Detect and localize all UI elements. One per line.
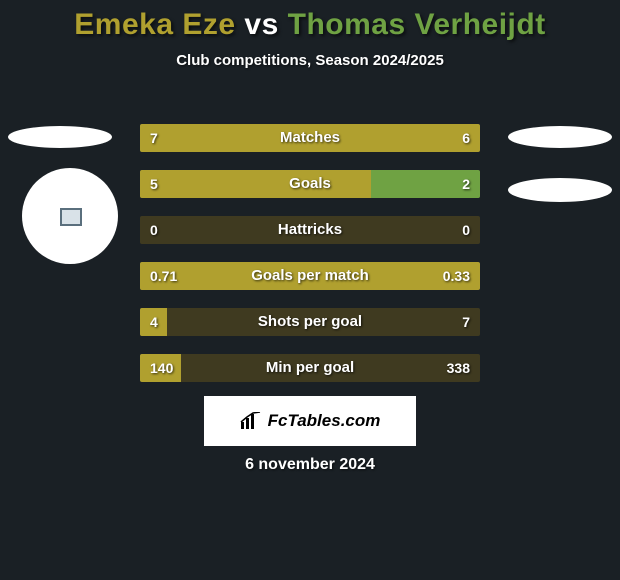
player1-ellipse	[8, 126, 112, 148]
stat-label: Min per goal	[140, 354, 480, 382]
comparison-title: Emeka Eze vs Thomas Verheijdt	[0, 0, 620, 42]
stat-label: Shots per goal	[140, 308, 480, 336]
stat-value-right: 338	[447, 354, 470, 382]
stat-value-right: 0	[462, 216, 470, 244]
player1-name: Emeka Eze	[74, 8, 235, 41]
player2-ellipse-1	[508, 126, 612, 148]
brand-logo-icon	[240, 412, 262, 430]
stat-value-right: 6	[462, 124, 470, 152]
brand-badge: FcTables.com	[204, 396, 416, 446]
stat-label: Hattricks	[140, 216, 480, 244]
stat-row: 5Goals2	[140, 170, 480, 198]
stat-value-right: 2	[462, 170, 470, 198]
stat-row: 7Matches6	[140, 124, 480, 152]
stat-row: 4Shots per goal7	[140, 308, 480, 336]
stat-value-right: 7	[462, 308, 470, 336]
player2-name: Thomas Verheijdt	[288, 8, 546, 41]
player1-avatar-placeholder	[22, 168, 118, 264]
stats-bars: 7Matches65Goals20Hattricks00.71Goals per…	[140, 124, 480, 400]
stat-label: Matches	[140, 124, 480, 152]
stat-row: 0Hattricks0	[140, 216, 480, 244]
stat-row: 140Min per goal338	[140, 354, 480, 382]
stat-value-right: 0.33	[443, 262, 470, 290]
stat-row: 0.71Goals per match0.33	[140, 262, 480, 290]
player2-ellipse-2	[508, 178, 612, 202]
subtitle: Club competitions, Season 2024/2025	[0, 52, 620, 69]
stat-label: Goals per match	[140, 262, 480, 290]
snapshot-date: 6 november 2024	[0, 456, 620, 474]
vs-separator: vs	[244, 8, 278, 41]
brand-text: FcTables.com	[268, 411, 381, 431]
stat-label: Goals	[140, 170, 480, 198]
